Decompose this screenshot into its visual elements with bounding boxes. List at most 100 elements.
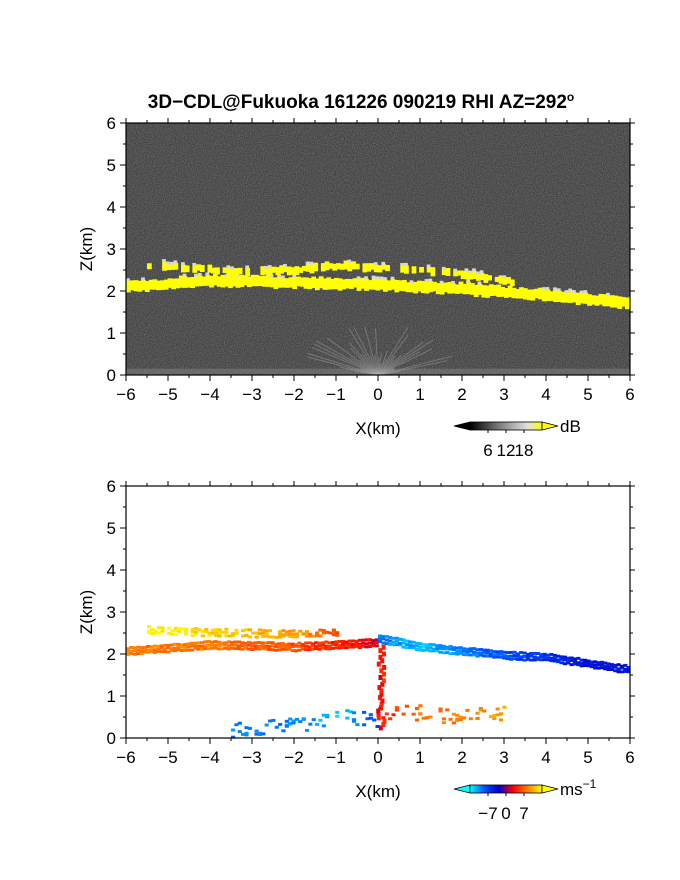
velocity-echo-pixel [253,641,258,645]
velocity-echo-pixel [355,723,360,727]
velocity-echo-pixel [371,641,376,645]
velocity-echo-pixel [606,665,611,669]
velocity-echo-pixel [582,664,588,668]
velocity-echo-pixel [579,661,584,665]
velocity-echo-pixel [468,647,473,651]
velocity-echo-pixel [310,644,315,648]
velocity-echo-pixel [297,641,302,645]
velocity-echo-pixel [147,631,152,635]
velocity-echo-pixel [391,640,396,644]
velocity-echo-pixel [509,654,514,658]
snr-echo-pixel [294,266,300,276]
snr-echo-pixel [560,291,566,303]
velocity-echo-pixel [213,644,218,648]
velocity-echo-pixel [549,656,554,660]
snr-echo-edge [477,281,482,285]
velocity-echo-pixel [317,647,322,651]
velocity-echo-pixel [364,638,369,642]
velocity-echo-pixel [199,641,205,645]
velocity-echo-pixel [314,647,319,651]
velocity-echo-pixel [391,636,396,640]
snr-echo-pixel [370,263,375,270]
velocity-echo-pixel [616,667,621,671]
velocity-echo-pixel [596,666,601,670]
velocity-echo-pixel [160,626,165,630]
velocity-echo-pixel [448,645,453,648]
snr-echo-edge [383,277,387,281]
snr-echo-pixel [549,291,555,301]
snr-echo-pixel [269,277,275,288]
velocity-echo-pixel [300,643,305,647]
velocity-echo-pixel [257,647,262,651]
velocity-echo-pixel [231,728,236,732]
snr-echo-pixel [553,289,558,303]
velocity-echo-pixel [136,652,141,656]
snr-echo-pixel [305,264,311,272]
velocity-echo-pixel [159,650,164,654]
velocity-echo-pixel [381,637,386,641]
ground-clutter-ray [377,369,394,375]
velocity-echo-pixel [288,629,293,633]
velocity-echo-pixel [388,717,393,721]
snr-echo-pixel [326,277,332,290]
velocity-echo-pixel [478,653,483,657]
velocity-echo-pixel [320,643,326,647]
velocity-echo-pixel [345,709,350,713]
snr-echo-pixel [617,296,623,309]
velocity-echo-pixel [206,647,211,651]
velocity-echo-pixel [157,631,162,635]
snr-echo-pixel [311,276,316,288]
velocity-echo-pixel [176,642,181,646]
velocity-echo-pixel [465,647,470,651]
velocity-echo-pixel [372,718,377,722]
velocity-echo-pixel [320,646,326,650]
velocity-echo-pixel [220,641,225,645]
velocity-echo-pixel [337,646,342,650]
snr-echo-edge [269,275,274,279]
snr-echo-pixel [246,276,252,288]
ground-clutter-ray [361,353,379,375]
velocity-echo-pixel [438,644,443,648]
velocity-echo-pixel [445,651,450,655]
velocity-echo-pixel [485,648,490,652]
colorbar-tick-label: 7 [519,804,528,823]
x-tick-label: −1 [326,748,345,767]
velocity-echo-pixel [277,648,282,652]
snr-echo-pixel [178,275,184,288]
velocity-echo-pixel [334,640,339,644]
velocity-echo-pixel [159,646,164,650]
velocity-echo-pixel [254,732,259,736]
velocity-echo-pixel [203,640,208,644]
velocity-echo-pixel [455,649,460,653]
velocity-echo-pixel [284,719,289,723]
snr-echo-pixel [411,266,417,274]
x-tick-label: −4 [200,385,219,404]
snr-echo-edge [205,272,210,276]
snr-echo-pixel [409,282,415,293]
velocity-echo-pixel [280,647,285,651]
velocity-echo-pixel [441,647,446,651]
snr-echo-pixel [398,280,403,291]
velocity-echo-pixel [509,650,514,654]
snr-echo-pixel [169,264,175,270]
velocity-echo-pixel [475,717,480,720]
velocity-echo-pixel [380,658,385,664]
velocity-echo-pixel [132,649,137,653]
snr-echo-pixel [239,274,245,287]
velocity-x-axis: −6 −5 −4 −3 −2 −1 0 1 2 3 4 5 6 [116,481,635,767]
ground-clutter-ray [307,352,379,375]
velocity-echo-pixel [250,641,255,645]
snr-echo-pixel [237,267,243,275]
velocity-echo-pixel [318,634,323,638]
velocity-echo-pixel [421,716,426,720]
velocity-echo-pixel [374,644,379,648]
velocity-echo-pixel [290,645,295,649]
snr-echo-pixel [587,294,592,306]
velocity-echo-pixel [593,663,598,667]
snr-echo-pixel [360,277,366,289]
ground-clutter-ray [348,328,379,375]
snr-echo-edge [404,262,408,266]
velocity-echo-pixel [173,646,178,650]
velocity-echo-pixel [431,649,436,653]
velocity-echo-pixel [167,626,172,630]
